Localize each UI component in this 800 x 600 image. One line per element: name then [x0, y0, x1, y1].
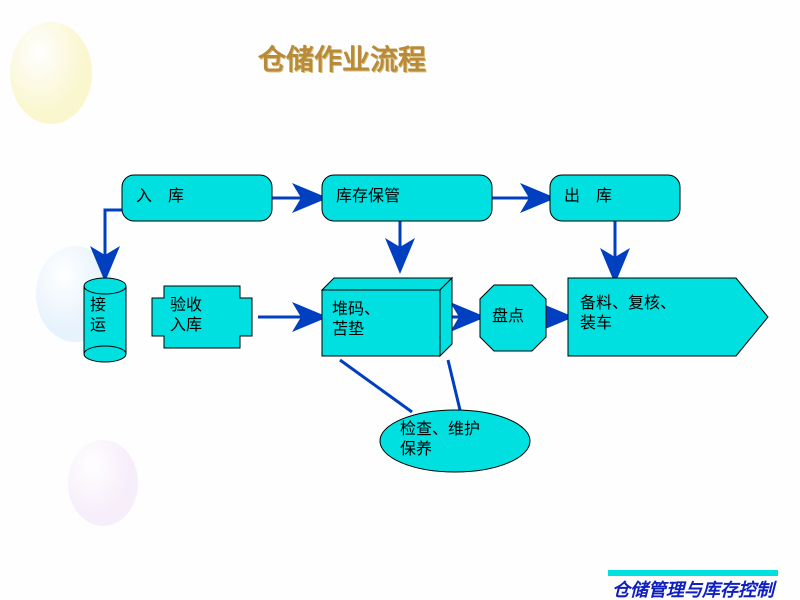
node-label-accept: 验收 入库: [170, 296, 202, 336]
decor-balloon: [68, 440, 138, 526]
node-label-maint: 检查、维护 保养: [400, 420, 480, 460]
node-label-count: 盘点: [492, 307, 524, 327]
page-title: 仓储作业流程: [258, 38, 426, 78]
node-label-out: 出 库: [564, 187, 612, 207]
node-label-in: 入 库: [136, 187, 184, 207]
node-label-store: 库存保管: [336, 187, 400, 207]
node-label-stack: 堆码、 苫垫: [332, 300, 380, 340]
footer-text: 仓储管理与库存控制: [608, 570, 778, 600]
node-label-recv: 接 运: [90, 296, 106, 336]
decor-balloon: [10, 22, 92, 124]
node-label-prep: 备料、复核、 装车: [580, 294, 676, 334]
